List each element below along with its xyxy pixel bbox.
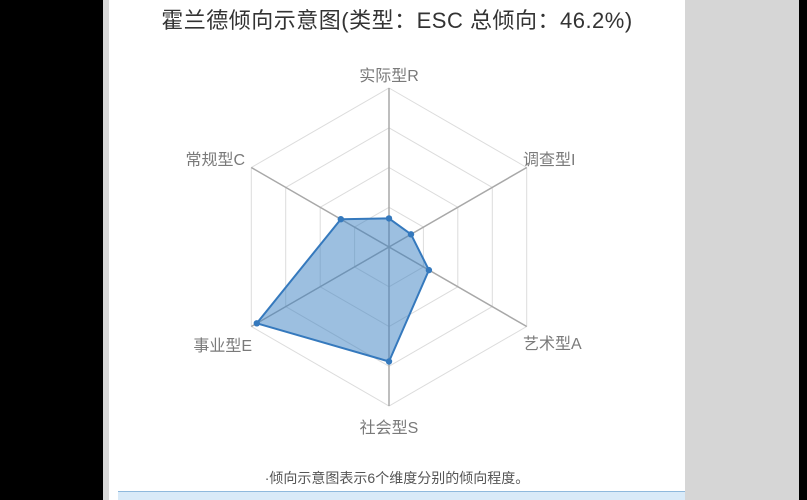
axis-label-artistic: 艺术型A — [523, 336, 582, 353]
report-panel: 霍兰德倾向示意图(类型：ESC 总倾向：46.2%) 实际型R 调查型I 艺术型… — [109, 0, 685, 500]
axis-label-conventional: 常规型C — [185, 152, 245, 169]
chart-title: 霍兰德倾向示意图(类型：ESC 总倾向：46.2%) — [161, 8, 633, 33]
bottom-panel-header — [118, 491, 685, 500]
axis-label-investigative: 调查型I — [523, 152, 576, 169]
radar-chart — [250, 87, 528, 407]
page-background-right — [685, 0, 799, 500]
letterbox-right — [799, 0, 807, 500]
axis-label-enterprising: 事业型E — [193, 338, 252, 355]
window-edge-strip — [103, 0, 109, 500]
letterbox-left — [0, 0, 103, 500]
axis-label-social: 社会型S — [359, 420, 419, 437]
footnote: ·倾向示意图表示6个维度分别的倾向程度。 — [264, 470, 530, 486]
axis-label-realistic: 实际型R — [359, 68, 419, 85]
